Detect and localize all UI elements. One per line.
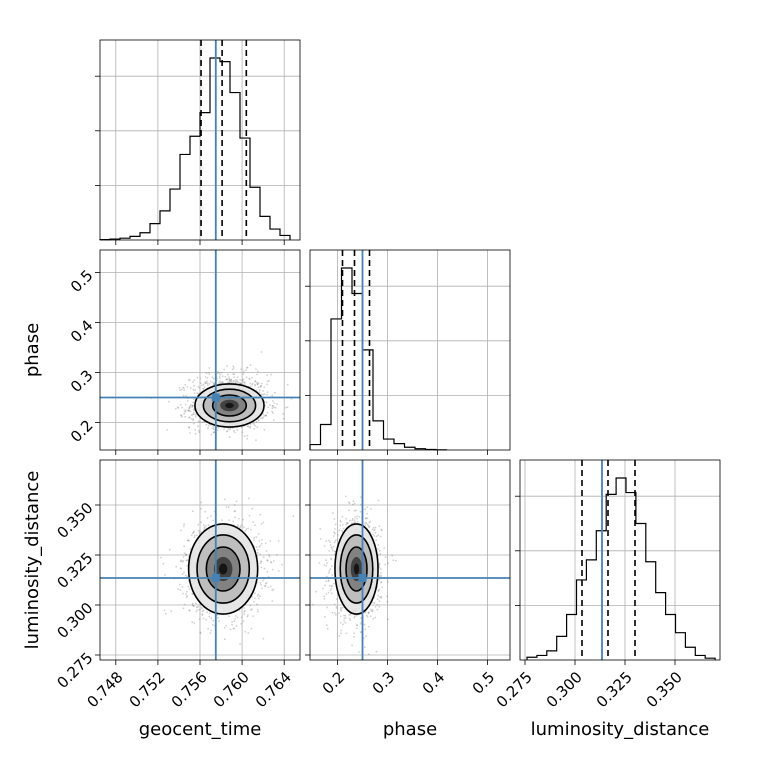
contour-line-1-1	[196, 534, 251, 604]
xtick-label-luminosity_distance-0: 0.275	[493, 668, 536, 711]
truth-marker-0	[211, 393, 220, 402]
hist-step-luminosity_distance	[526, 477, 716, 660]
xtick-label-geocent_time-3: 0.760	[210, 668, 253, 711]
ytick-label-phase-0: 0.2	[67, 416, 97, 446]
hist-panel-phase-frame	[309, 249, 511, 451]
xtick-label-geocent_time-2: 0.756	[168, 668, 211, 711]
contour-line-2-0	[334, 523, 379, 615]
ytick-label-phase-3: 0.5	[67, 266, 97, 296]
ytick-label-luminosity_distance-2: 0.325	[53, 549, 96, 592]
xaxis-label-luminosity_distance: luminosity_distance	[531, 719, 710, 740]
hist-step-phase	[309, 267, 448, 451]
xaxis-label-phase: phase	[383, 719, 437, 740]
ytick-label-luminosity_distance-1: 0.300	[53, 599, 96, 642]
contour-line-1-0	[187, 523, 259, 615]
scatter-panel-0-frame	[99, 249, 301, 451]
hist-panel-luminosity_distance-frame	[519, 459, 721, 661]
ytick-label-luminosity_distance-3: 0.350	[53, 499, 96, 542]
yaxis-label-luminosity_distance: luminosity_distance	[22, 471, 43, 650]
ytick-label-luminosity_distance-0: 0.275	[53, 649, 96, 692]
xtick-label-phase-3: 0.5	[469, 668, 499, 698]
hist-panel-phase	[305, 250, 510, 455]
xtick-label-phase-2: 0.4	[419, 668, 449, 698]
contour-line-0-0	[194, 383, 265, 428]
ytick-label-phase-2: 0.4	[67, 316, 97, 346]
xtick-label-luminosity_distance-1: 0.300	[543, 668, 586, 711]
density-fill-2-4	[353, 563, 360, 575]
yaxis-label-phase: phase	[22, 323, 43, 377]
contour-line-2-2	[345, 546, 368, 592]
scatter-panel-content-geocent_time-phase	[100, 250, 300, 450]
hist-panel-bg-phase	[310, 250, 510, 450]
density-fill-0-4	[225, 402, 234, 409]
contour-line-0-1	[202, 388, 257, 423]
scatter-panel-content-phase-luminosity_distance	[310, 460, 510, 660]
hist-panel-geocent_time	[95, 40, 300, 245]
truth-marker-1	[211, 574, 220, 582]
scatter-panel-content-geocent_time-luminosity_distance	[100, 460, 300, 660]
contour-line-2-1	[339, 534, 374, 604]
xaxis-label-geocent_time: geocent_time	[139, 719, 262, 740]
xtick-label-luminosity_distance-2: 0.325	[593, 668, 636, 711]
contour-line-0-2	[211, 394, 248, 417]
hist-panel-bg-luminosity_distance	[520, 460, 720, 660]
truth-marker-2	[358, 574, 367, 582]
xtick-label-geocent_time-4: 0.764	[252, 668, 295, 711]
hist-panel-luminosity_distance	[515, 460, 720, 665]
density-fill-1-4	[218, 563, 228, 575]
hist-step-geocent_time	[99, 57, 291, 241]
scatter-panel-2-frame	[309, 459, 511, 661]
xtick-label-geocent_time-0: 0.748	[83, 668, 126, 711]
ytick-label-phase-1: 0.3	[67, 366, 97, 396]
scatter-panel-phase-luminosity_distance	[305, 460, 510, 665]
xtick-label-phase-0: 0.2	[319, 668, 349, 698]
xtick-label-luminosity_distance-3: 0.350	[643, 668, 686, 711]
scatter-panel-geocent_time-luminosity_distance	[95, 460, 300, 665]
xtick-label-phase-1: 0.3	[369, 668, 399, 698]
contour-line-1-2	[205, 546, 241, 592]
hist-panel-geocent_time-frame	[99, 39, 301, 241]
xtick-label-geocent_time-1: 0.752	[126, 668, 169, 711]
scatter-panel-1-frame	[99, 459, 301, 661]
scatter-panel-geocent_time-phase	[95, 250, 300, 455]
